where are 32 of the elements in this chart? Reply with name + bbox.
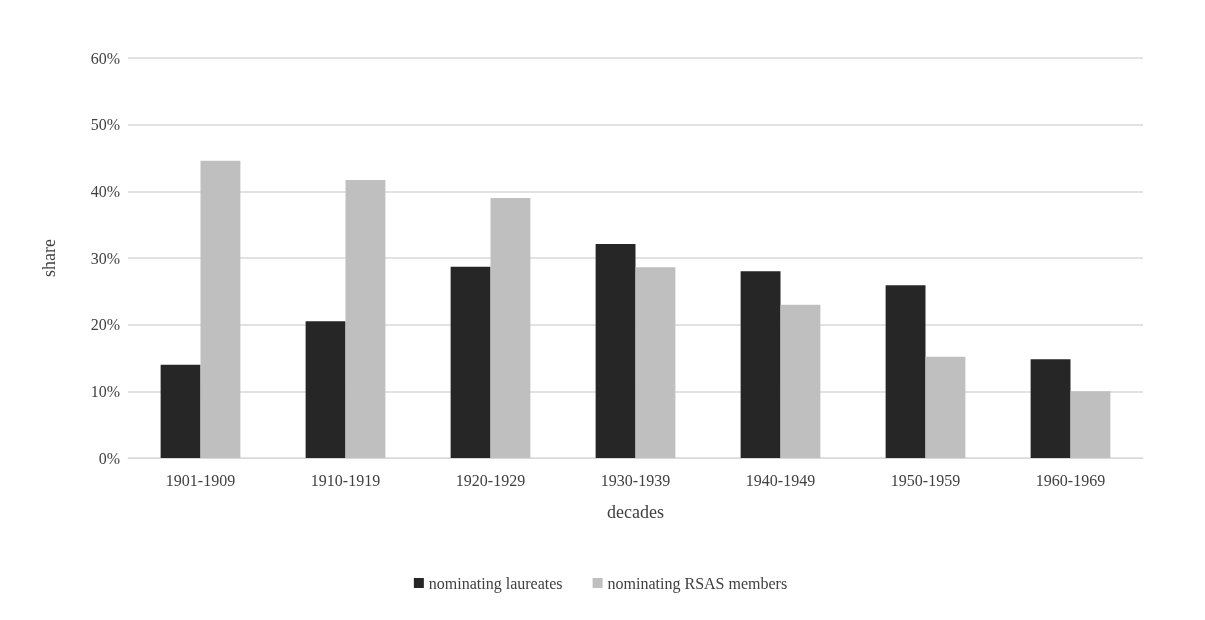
x-tick-label: 1950-1959	[890, 471, 961, 489]
y-axis-title: share	[39, 239, 59, 277]
y-tick-label: 30%	[90, 249, 120, 267]
bar	[345, 180, 386, 458]
y-tick-label: 0%	[98, 449, 120, 467]
x-tick-label: 1920-1929	[455, 471, 526, 489]
x-tick-label: 1940-1949	[745, 471, 816, 489]
y-tick-label: 10%	[90, 382, 120, 400]
x-axis-title: decades	[607, 502, 664, 522]
bar	[925, 356, 966, 458]
legend-label: nominating RSAS members	[607, 574, 788, 593]
y-tick-label: 60%	[90, 49, 120, 67]
bar	[780, 304, 821, 458]
x-tick-label: 1910-1919	[310, 471, 381, 489]
bar	[200, 160, 241, 458]
legend-label: nominating laureates	[428, 574, 563, 593]
x-tick-label: 1930-1939	[600, 471, 671, 489]
y-tick-label: 40%	[90, 182, 120, 200]
bar	[740, 271, 781, 458]
bar	[305, 321, 346, 458]
bar	[885, 285, 926, 458]
bar	[450, 266, 491, 458]
bar	[490, 198, 531, 458]
bar	[160, 364, 201, 458]
y-tick-label: 50%	[90, 116, 120, 134]
bar	[1070, 391, 1111, 458]
x-tick-label: 1901-1909	[165, 471, 236, 489]
x-tick-label: 1960-1969	[1035, 471, 1106, 489]
bar	[635, 267, 676, 458]
bar	[595, 244, 636, 458]
bar	[1030, 359, 1071, 458]
y-tick-label: 20%	[90, 316, 120, 334]
